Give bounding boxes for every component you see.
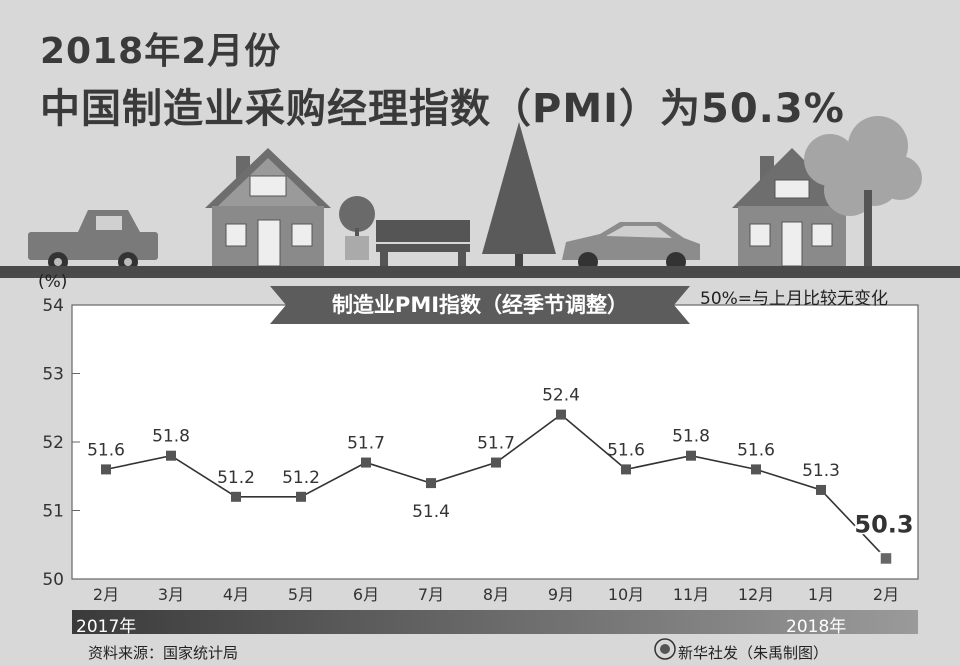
data-point [879, 551, 893, 566]
x-tick-label: 3月 [158, 585, 184, 604]
data-point [361, 457, 371, 468]
street-scene-illustration [0, 116, 960, 278]
x-tick-label: 1月 [808, 585, 834, 604]
source-note: 资料来源：国家统计局 [88, 644, 239, 662]
xinhua-logo-icon [654, 638, 676, 660]
x-tick-label: 2月 [873, 585, 899, 604]
data-label: 52.4 [542, 386, 580, 406]
main-title-line1: 2018年2月份 [40, 31, 282, 72]
data-point [296, 491, 306, 502]
data-label: 51.8 [672, 427, 710, 447]
year-bar [72, 610, 918, 634]
x-tick-label: 4月 [223, 585, 249, 604]
chart-note: 50%=与上月比较无变化 [700, 289, 889, 309]
y-tick-label: 53 [42, 365, 64, 385]
year-label-2017: 2017年 [76, 617, 137, 637]
data-label: 51.2 [217, 468, 255, 488]
x-tick-label: 7月 [418, 585, 444, 604]
x-tick-label: 10月 [608, 585, 644, 604]
data-label: 50.3 [854, 510, 913, 538]
data-point [491, 457, 501, 468]
x-tick-label: 5月 [288, 585, 314, 604]
data-point [686, 450, 696, 461]
data-label: 51.2 [282, 468, 320, 488]
y-tick-label: 54 [42, 296, 64, 316]
data-point [751, 464, 761, 475]
data-label: 51.7 [477, 434, 515, 454]
data-point [816, 484, 826, 495]
data-label: 51.6 [607, 440, 645, 460]
tree-illustration [804, 116, 922, 266]
x-tick-label: 9月 [548, 585, 574, 604]
data-label: 51.7 [347, 434, 385, 454]
y-axis-unit: (%) [38, 272, 68, 292]
y-tick-label: 52 [42, 433, 64, 453]
x-tick-label: 2月 [93, 585, 119, 604]
main-title-line2: 中国制造业采购经理指数（PMI）为50.3% [40, 86, 845, 132]
data-point [166, 450, 176, 461]
data-label: 51.4 [412, 502, 450, 522]
x-tick-label: 8月 [483, 585, 509, 604]
x-tick-label: 11月 [673, 585, 709, 604]
data-label: 51.6 [737, 440, 775, 460]
data-label: 51.3 [802, 461, 840, 481]
x-tick-label: 6月 [353, 585, 379, 604]
chart-title: 制造业PMI指数（经季节调整） [331, 293, 629, 317]
x-tick-label: 12月 [738, 585, 774, 604]
chart-title-banner [270, 286, 690, 324]
house-illustration [205, 148, 331, 267]
data-point [231, 491, 241, 502]
data-point [426, 478, 436, 489]
data-point [101, 464, 111, 475]
y-tick-label: 51 [42, 502, 64, 522]
data-point [556, 409, 566, 420]
data-label: 51.6 [87, 440, 125, 460]
data-label: 51.8 [152, 427, 190, 447]
data-point [621, 464, 631, 475]
year-label-2018: 2018年 [786, 617, 847, 637]
y-tick-label: 50 [42, 570, 64, 590]
credit-note: 新华社发（朱禹制图） [678, 644, 829, 662]
